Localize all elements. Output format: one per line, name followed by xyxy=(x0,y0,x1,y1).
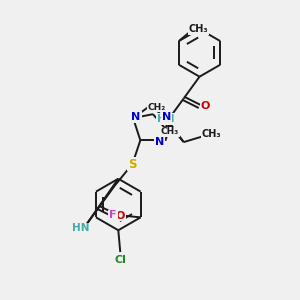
Text: CH₃: CH₃ xyxy=(161,128,179,136)
Text: O: O xyxy=(201,101,210,111)
Text: Cl: Cl xyxy=(114,255,126,265)
Text: HN: HN xyxy=(72,224,90,233)
Text: CH₃: CH₃ xyxy=(202,129,221,139)
Text: N: N xyxy=(162,112,172,122)
Text: HN: HN xyxy=(157,114,175,124)
Text: F: F xyxy=(109,210,117,220)
Text: CH₂: CH₂ xyxy=(148,103,166,112)
Text: CH₃: CH₃ xyxy=(189,24,208,34)
Text: N: N xyxy=(155,137,164,147)
Text: N: N xyxy=(131,112,141,122)
Text: O: O xyxy=(116,211,125,220)
Text: S: S xyxy=(128,158,137,170)
